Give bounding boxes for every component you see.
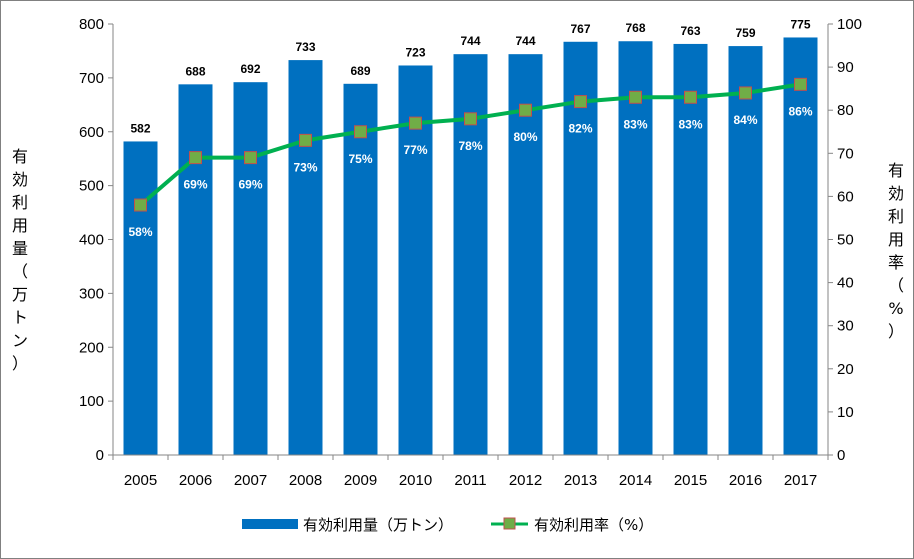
bar-value-label: 688 <box>185 64 205 78</box>
bar-2013 <box>563 41 598 456</box>
right-tick-label: 70 <box>837 145 854 162</box>
rate-marker-2014 <box>629 90 642 104</box>
x-tick-label: 2016 <box>729 472 762 489</box>
right-tick-label: 80 <box>837 102 854 119</box>
x-tick-label: 2010 <box>399 472 432 489</box>
bar-2007 <box>233 82 268 455</box>
legend-bar-label: 有効利用量（万トン） <box>303 516 453 534</box>
left-tick-label: 400 <box>79 232 104 249</box>
bar-value-label: 692 <box>240 62 260 76</box>
rate-marker-2009 <box>354 125 367 139</box>
x-tick-label: 2014 <box>619 472 652 489</box>
rate-value-label: 83% <box>623 117 647 131</box>
x-tick-label: 2015 <box>674 472 707 489</box>
rate-value-label: 77% <box>403 143 427 157</box>
rate-value-label: 58% <box>128 225 152 239</box>
rate-marker-2008 <box>299 133 312 147</box>
bar-value-label: 763 <box>680 24 700 38</box>
x-tick-label: 2017 <box>784 472 817 489</box>
rate-marker-2006 <box>189 151 202 165</box>
x-tick-label: 2005 <box>124 472 157 489</box>
x-tick-label: 2009 <box>344 472 377 489</box>
rate-value-label: 84% <box>733 113 757 127</box>
rate-value-label: 78% <box>458 139 482 153</box>
right-tick-label: 50 <box>837 232 854 249</box>
rate-value-label: 86% <box>788 104 812 118</box>
bar-value-label: 744 <box>460 34 480 48</box>
right-tick-label: 90 <box>837 59 854 76</box>
rate-marker-2011 <box>464 112 477 126</box>
x-tick-label: 2013 <box>564 472 597 489</box>
left-tick-label: 800 <box>79 16 104 33</box>
bar-2010 <box>398 65 433 455</box>
bar-2009 <box>343 83 378 456</box>
right-tick-label: 60 <box>837 188 854 205</box>
bar-value-label: 744 <box>515 34 535 48</box>
x-tick-label: 2011 <box>454 472 486 489</box>
left-axis-label: 有効利用量（万トン） <box>12 147 28 373</box>
rate-marker-2012 <box>519 103 532 117</box>
legend: 有効利用量（万トン） 有効利用率（%） <box>242 516 653 534</box>
right-tick-label: 30 <box>837 318 854 335</box>
bar-2016 <box>728 46 763 456</box>
bar-2017 <box>783 37 818 455</box>
bar-2012 <box>508 54 543 456</box>
bar-2015 <box>673 43 708 456</box>
bar-2005 <box>123 141 158 455</box>
left-tick-label: 700 <box>79 70 104 87</box>
rate-marker-2010 <box>409 116 422 130</box>
bar-value-label: 689 <box>350 64 370 78</box>
rate-value-label: 75% <box>348 152 372 166</box>
rate-value-label: 80% <box>513 130 537 144</box>
x-tick-label: 2006 <box>179 472 212 489</box>
bar-series <box>123 37 818 456</box>
axes: 0 100 200 300 400 500 600 700 800 0 10 20 30 40 50 60 70… <box>79 16 862 489</box>
bar-value-label: 733 <box>295 40 315 54</box>
bar-2006 <box>178 84 213 455</box>
rate-value-label: 69% <box>238 178 262 192</box>
legend-bar-swatch <box>242 519 298 529</box>
x-tick-label: 2008 <box>289 472 322 489</box>
bar-value-label: 768 <box>625 21 645 35</box>
right-tick-label: 40 <box>837 275 854 292</box>
left-tick-label: 300 <box>79 285 104 302</box>
right-tick-label: 100 <box>837 16 862 33</box>
left-tick-label: 0 <box>96 447 104 464</box>
data-labels: 582 688 692 733 689 723 744 744 767 768 763 759 775 5… <box>128 17 812 239</box>
bar-value-label: 582 <box>130 121 150 135</box>
rate-value-label: 82% <box>568 122 592 136</box>
right-axis-label: 有効利用率（%） <box>888 161 904 341</box>
left-tick-label: 500 <box>79 178 104 195</box>
right-tick-label: 10 <box>837 404 854 421</box>
legend-line-label: 有効利用率（%） <box>534 516 653 534</box>
line-series <box>134 77 807 212</box>
x-tick-label: 2007 <box>234 472 267 489</box>
rate-value-label: 73% <box>293 160 317 174</box>
rate-marker-2005 <box>134 198 147 212</box>
bar-value-label: 775 <box>790 17 810 31</box>
right-tick-label: 0 <box>837 447 845 464</box>
rate-marker-2017 <box>794 77 807 91</box>
rate-value-label: 83% <box>678 117 702 131</box>
x-tick-label: 2012 <box>509 472 542 489</box>
bar-2014 <box>618 41 653 456</box>
rate-marker-2015 <box>684 90 697 104</box>
bar-2008 <box>288 60 323 455</box>
rate-marker-2016 <box>739 86 752 100</box>
left-tick-label: 200 <box>79 339 104 356</box>
rate-marker-2007 <box>244 151 257 165</box>
rate-marker-2013 <box>574 95 587 109</box>
rate-value-label: 69% <box>183 178 207 192</box>
left-tick-label: 600 <box>79 124 104 141</box>
right-tick-label: 20 <box>837 361 854 378</box>
legend-line-marker <box>503 517 516 530</box>
bar-value-label: 723 <box>405 45 425 59</box>
left-tick-label: 100 <box>79 393 104 410</box>
bar-value-label: 767 <box>570 22 590 36</box>
bar-value-label: 759 <box>735 26 755 40</box>
